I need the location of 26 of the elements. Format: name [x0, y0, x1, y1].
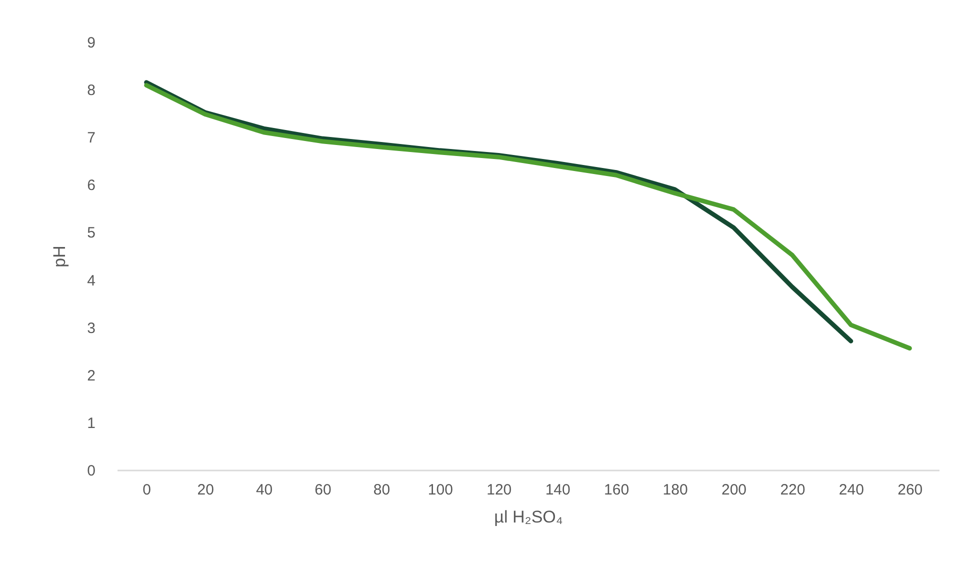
y-tick-label: 1	[87, 414, 96, 432]
y-tick-label: 3	[87, 320, 96, 337]
x-tick-label: 140	[545, 482, 570, 498]
y-tick-label: 4	[87, 272, 96, 290]
y-tick-label: 9	[87, 34, 96, 52]
y-tick-label: 8	[87, 82, 96, 100]
x-tick-label: 60	[314, 482, 332, 498]
x-axis-title: µl H₂SO₄	[494, 508, 563, 526]
x-tick-label: 100	[428, 482, 453, 498]
x-tick-label: 240	[838, 482, 864, 498]
x-tick-label: 200	[721, 482, 747, 498]
y-tick-label: 7	[87, 130, 96, 147]
y-tick-label: 0	[87, 462, 96, 480]
y-tick-label: 6	[87, 177, 96, 194]
x-tick-label: 160	[604, 482, 630, 498]
x-tick-label: 0	[142, 482, 152, 498]
y-tick-label: 2	[87, 367, 96, 384]
x-tick-label: 260	[898, 482, 923, 498]
x-tick-label: 180	[662, 482, 688, 498]
x-tick-label: 120	[486, 482, 512, 498]
x-tick-label: 40	[256, 482, 273, 498]
x-tick-label: 20	[197, 482, 214, 498]
y-tick-label: 5	[87, 224, 96, 242]
x-tick-label: 220	[780, 482, 806, 498]
x-tick-label: 80	[373, 482, 390, 498]
y-axis-title: pH	[50, 246, 70, 268]
